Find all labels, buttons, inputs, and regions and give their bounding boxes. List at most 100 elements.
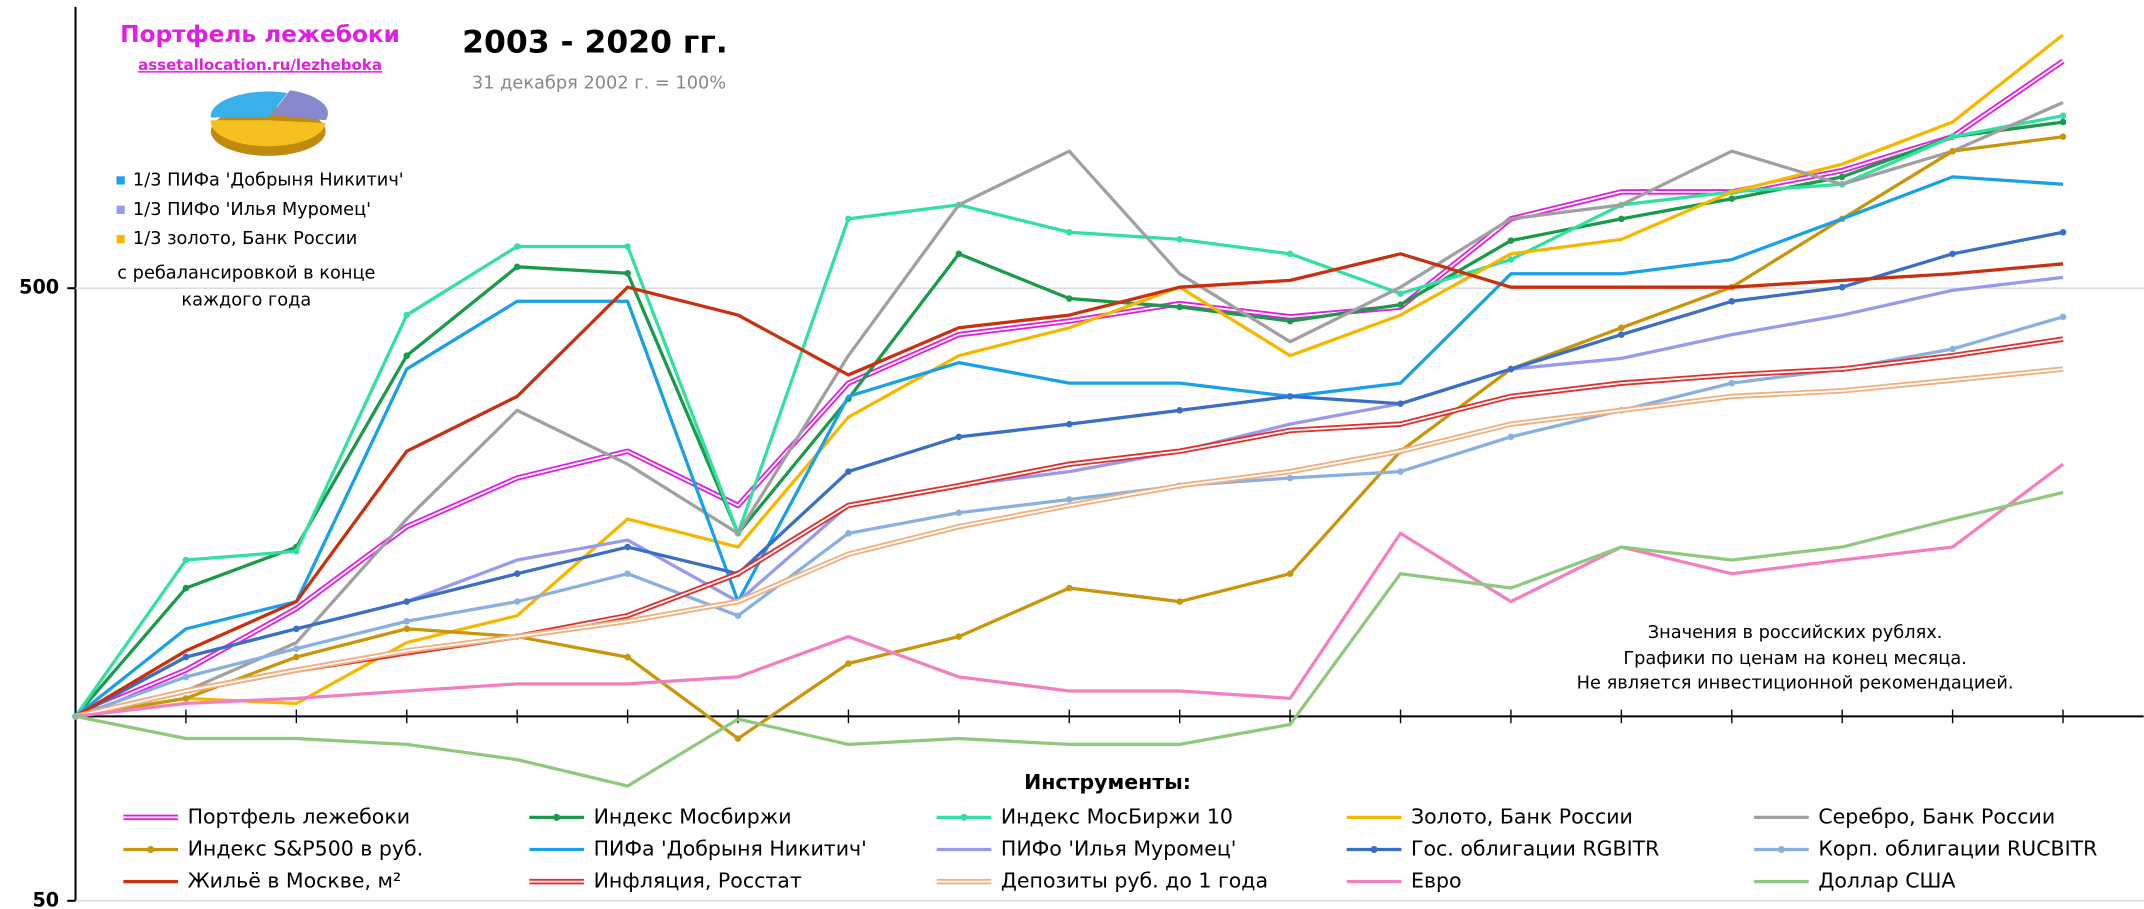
series-marker	[1508, 366, 1515, 373]
series-marker	[1066, 295, 1073, 302]
legend-label: Жильё в Москве, м²	[188, 869, 402, 893]
series-marker	[1397, 301, 1404, 308]
legend-marker	[960, 814, 967, 821]
legend-label: Индекс МосБиржи 10	[1001, 804, 1233, 828]
y-tick-label: 50	[32, 888, 59, 909]
legend-label: Портфель лежебоки	[188, 804, 410, 828]
legend-label: Евро	[1411, 869, 1462, 893]
series-marker	[1397, 290, 1404, 297]
series-marker	[293, 654, 300, 661]
series-marker	[1176, 598, 1183, 605]
series-marker	[2060, 113, 2067, 120]
series-marker	[514, 264, 521, 271]
series-marker	[845, 468, 852, 475]
portfolio-note: каждого года	[181, 291, 311, 311]
series-marker	[1728, 195, 1735, 202]
series-marker	[624, 570, 631, 577]
note: Значения в российских рублях.	[1648, 623, 1943, 643]
series-marker	[1176, 304, 1183, 311]
legend-label: Индекс S&P500 в руб.	[188, 837, 424, 861]
series-marker	[403, 626, 410, 633]
series-marker	[183, 585, 190, 592]
series-marker	[1066, 585, 1073, 592]
series-marker	[1397, 400, 1404, 407]
series-marker	[1066, 421, 1073, 428]
legend-label: Серебро, Банк России	[1818, 804, 2055, 828]
legend-marker	[147, 846, 154, 853]
series-marker	[1508, 434, 1515, 441]
series-marker	[1287, 318, 1294, 325]
series-marker	[514, 570, 521, 577]
series-marker	[845, 530, 852, 537]
note: Графики по ценам на конец месяца.	[1623, 649, 1967, 669]
series-marker	[183, 654, 190, 661]
legend-label: Золото, Банк России	[1411, 804, 1633, 828]
chart: 2003 - 2020 гг. 31 декабря 2002 г. = 100…	[0, 0, 2144, 909]
series-marker	[735, 735, 742, 742]
legend-label: ПИФо 'Илья Муромец'	[1001, 837, 1237, 861]
legend-label: Индекс Мосбиржи	[594, 804, 792, 828]
series-marker	[2060, 229, 2067, 236]
series-marker	[1949, 346, 1956, 353]
series-marker	[1287, 475, 1294, 482]
legend-label: 1/3 ПИФо 'Илья Муромец'	[133, 200, 371, 220]
legend-label: 1/3 золото, Банк России	[133, 229, 357, 249]
portfolio-note: с ребалансировкой в конце	[117, 263, 375, 283]
series-marker	[1287, 251, 1294, 258]
legend-label: ПИФа 'Добрыня Никитич'	[594, 837, 867, 861]
series-marker	[293, 548, 300, 555]
series-marker	[1508, 256, 1515, 263]
series-marker	[514, 243, 521, 250]
series-marker	[956, 509, 963, 516]
series-marker	[735, 612, 742, 619]
legend-swatch	[117, 235, 125, 243]
series-marker	[1618, 324, 1625, 331]
series-marker	[624, 243, 631, 250]
series-marker	[293, 626, 300, 633]
series-marker	[1949, 148, 1956, 155]
portfolio-title: Портфель лежебоки	[120, 21, 400, 48]
portfolio-link[interactable]: assetallocation.ru/lezheboka	[138, 56, 382, 74]
series-marker	[2060, 314, 2067, 321]
series-marker	[2060, 119, 2067, 126]
series-line	[76, 232, 2063, 716]
legend-swatch	[117, 206, 125, 214]
series-marker	[956, 251, 963, 258]
series-marker	[1508, 237, 1515, 244]
series-marker	[1728, 380, 1735, 387]
series-marker	[845, 216, 852, 223]
legend-marker	[1371, 846, 1378, 853]
series-marker	[1176, 407, 1183, 414]
note: Не является инвестиционной рекомендацией…	[1577, 673, 2014, 693]
series-marker	[1728, 298, 1735, 305]
series-marker	[1839, 174, 1846, 181]
legend-label: Доллар США	[1818, 869, 1955, 893]
series-marker	[1397, 468, 1404, 475]
series-marker	[2060, 133, 2067, 140]
series-marker	[1176, 236, 1183, 243]
series-marker	[403, 618, 410, 625]
series-marker	[1066, 496, 1073, 503]
y-tick-label: 500	[19, 276, 59, 299]
legend-label: Депозиты руб. до 1 года	[1001, 869, 1268, 893]
series-marker	[403, 352, 410, 359]
chart-title: 2003 - 2020 гг.	[462, 25, 728, 61]
series-marker	[624, 544, 631, 551]
pie-icon	[211, 90, 328, 156]
legend-label: 1/3 ПИФа 'Добрыня Никитич'	[133, 170, 404, 190]
series-marker	[1287, 393, 1294, 400]
series-marker	[293, 645, 300, 652]
series-marker	[624, 654, 631, 661]
series-marker	[956, 434, 963, 441]
series-marker	[183, 557, 190, 564]
series-marker	[624, 270, 631, 277]
legend-label: Корп. облигации RUCBITR	[1818, 837, 2097, 861]
page: {"chart_data": { "type": "line", "title"…	[0, 0, 2144, 909]
legend-title: Инструменты:	[1024, 770, 1191, 794]
series-marker	[1287, 570, 1294, 577]
legend-marker	[553, 814, 560, 821]
series-marker	[403, 312, 410, 319]
chart-subtitle: 31 декабря 2002 г. = 100%	[472, 73, 726, 93]
series-marker	[1839, 284, 1846, 291]
series-marker	[403, 598, 410, 605]
